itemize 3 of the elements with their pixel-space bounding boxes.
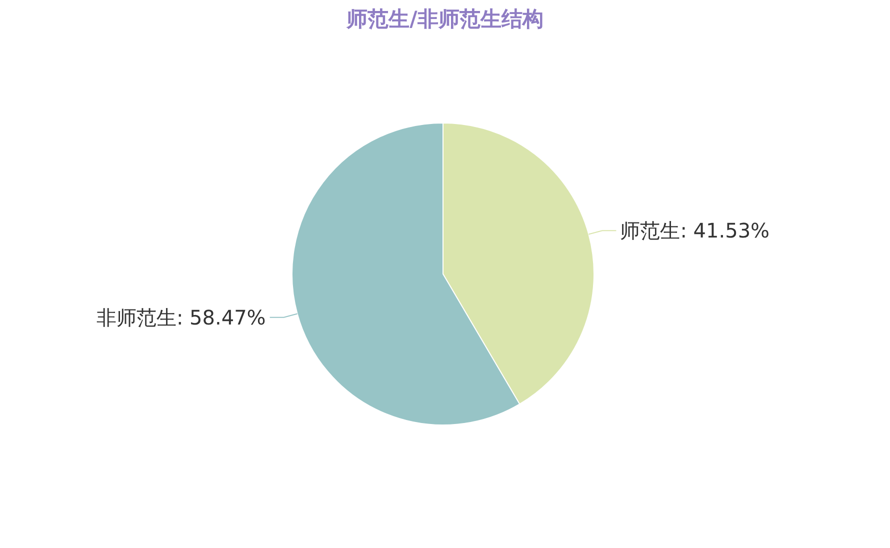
slice-label: 非师范生: 58.47% <box>96 305 266 330</box>
chart-title: 师范生/非师范生结构 <box>346 7 544 31</box>
slice-label: 师范生: 41.53% <box>620 218 770 243</box>
